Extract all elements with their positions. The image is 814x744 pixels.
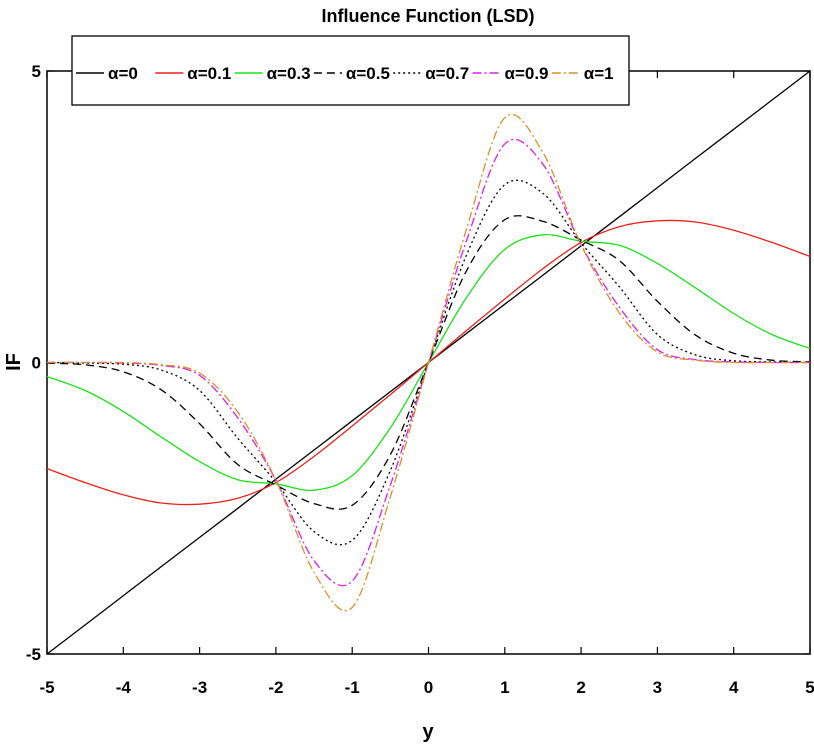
series-line-6: [46, 113, 810, 612]
x-tick-label: 5: [805, 678, 814, 697]
legend-label-1: α=0.1: [187, 64, 231, 83]
x-axis-label: y: [422, 721, 434, 743]
legend-label-3: α=0.5: [346, 64, 390, 83]
legend-label-2: α=0.3: [267, 64, 311, 83]
x-tick-label: -1: [345, 678, 360, 697]
y-tick-label: 0: [32, 354, 41, 373]
legend-label-6: α=1: [584, 64, 614, 83]
legend-label-4: α=0.7: [425, 64, 469, 83]
x-tick-label: 2: [576, 678, 585, 697]
x-tick-label: 1: [500, 678, 509, 697]
x-tick-label: -3: [192, 678, 207, 697]
y-axis-label: IF: [3, 353, 25, 371]
axis-ticks: -5 -4 -3 -2 -1 0 1 2 3 4 5 -5 0 5: [26, 62, 814, 697]
legend-label-5: α=0.9: [505, 64, 549, 83]
series-line-4: [46, 179, 811, 546]
chart-title: Influence Function (LSD): [322, 6, 535, 26]
legend: α=0 α=0.1 α=0.3 α=0.5 α=0.7 α=0.9 α=1: [71, 35, 630, 106]
x-tick-label: 4: [729, 678, 739, 697]
legend-box: [71, 35, 630, 106]
x-tick-label: -4: [116, 678, 132, 697]
x-tick-label: -5: [39, 678, 54, 697]
x-tick-label: 0: [424, 678, 433, 697]
series-layer: [46, 70, 811, 655]
legend-label-0: α=0: [108, 64, 138, 83]
series-line-5: [46, 138, 811, 587]
y-tick-label: -5: [26, 645, 41, 664]
x-tick-label: 3: [653, 678, 662, 697]
series-line-3: [46, 215, 811, 510]
y-tick-label: 5: [32, 62, 41, 81]
x-tick-label: -2: [268, 678, 283, 697]
